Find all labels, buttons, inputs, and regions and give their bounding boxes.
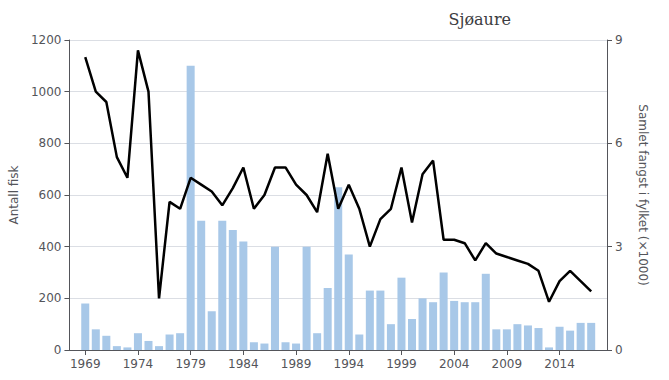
svg-text:200: 200 xyxy=(39,291,62,305)
svg-text:1979: 1979 xyxy=(175,357,206,371)
svg-text:800: 800 xyxy=(39,136,62,150)
svg-text:Sjøaure: Sjøaure xyxy=(449,10,512,29)
svg-text:2004: 2004 xyxy=(439,357,470,371)
svg-text:0: 0 xyxy=(615,343,623,357)
svg-text:1984: 1984 xyxy=(228,357,259,371)
svg-text:1969: 1969 xyxy=(70,357,101,371)
svg-text:1974: 1974 xyxy=(123,357,154,371)
svg-text:1000: 1000 xyxy=(31,85,62,99)
svg-text:6: 6 xyxy=(615,136,623,150)
svg-text:1999: 1999 xyxy=(386,357,417,371)
svg-text:3: 3 xyxy=(615,240,623,254)
svg-text:9: 9 xyxy=(615,33,623,47)
svg-text:0: 0 xyxy=(54,343,62,357)
svg-text:1994: 1994 xyxy=(333,357,364,371)
svg-text:2014: 2014 xyxy=(544,357,575,371)
svg-text:1200: 1200 xyxy=(31,33,62,47)
svg-text:Samlet fangst i fylket (×1000): Samlet fangst i fylket (×1000) xyxy=(636,104,650,285)
svg-text:1989: 1989 xyxy=(281,357,312,371)
svg-text:Antall fisk: Antall fisk xyxy=(7,165,21,224)
svg-text:400: 400 xyxy=(39,240,62,254)
svg-text:2009: 2009 xyxy=(492,357,523,371)
svg-text:600: 600 xyxy=(39,188,62,202)
